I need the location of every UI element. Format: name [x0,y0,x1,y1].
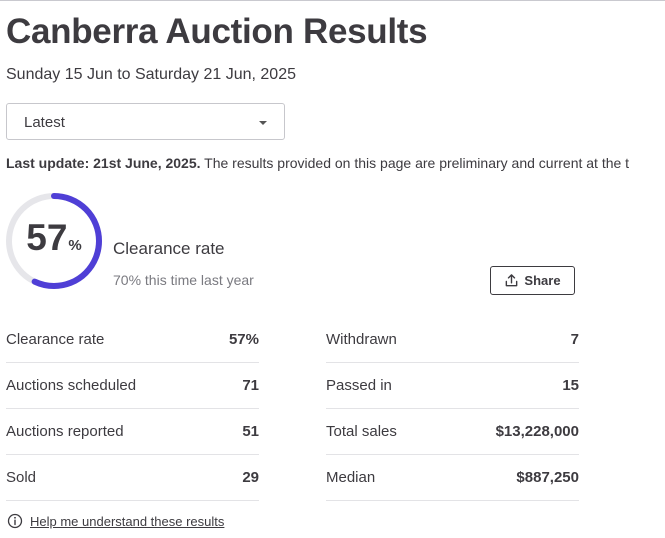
stat-label: Auctions reported [6,423,124,440]
stat-value: 15 [562,377,579,394]
stat-label: Clearance rate [6,331,105,348]
help-link[interactable]: Help me understand these results [7,513,224,529]
help-link-label: Help me understand these results [30,513,225,529]
stat-value: 7 [570,331,579,348]
last-update-note: Last update: 21st June, 2025. The result… [6,155,665,171]
top-divider [0,0,665,1]
period-select[interactable]: Latest [6,103,285,140]
period-select-value: Latest [24,114,65,131]
stat-label: Withdrawn [326,331,397,348]
clearance-rate-last-year: 70% this time last year [113,272,254,288]
stat-row: Passed in 15 [326,363,579,409]
stat-value: $13,228,000 [495,423,579,440]
stats-column-right: Withdrawn 7 Passed in 15 Total sales $13… [326,317,579,501]
share-button[interactable]: Share [490,266,575,295]
share-button-label: Share [524,273,561,288]
stat-value: 29 [242,469,259,486]
stat-label: Passed in [326,377,392,394]
clearance-rate-value: 57% [5,216,103,268]
share-upload-icon [506,274,518,287]
stat-row: Clearance rate 57% [6,317,259,363]
info-icon [7,513,23,529]
last-update-date: Last update: 21st June, 2025. [6,155,201,171]
stat-row: Median $887,250 [326,455,579,501]
stats-column-left: Clearance rate 57% Auctions scheduled 71… [6,317,259,501]
stat-value: 71 [242,377,259,394]
stat-label: Total sales [326,423,397,440]
date-range: Sunday 15 Jun to Saturday 21 Jun, 2025 [6,66,296,83]
clearance-rate-unit: % [68,237,82,254]
stat-value: $887,250 [516,469,579,486]
stat-row: Auctions reported 51 [6,409,259,455]
stat-label: Median [326,469,376,486]
stat-row: Auctions scheduled 71 [6,363,259,409]
stat-row: Withdrawn 7 [326,317,579,363]
stat-value: 57% [228,331,259,348]
clearance-rate-number: 57 [26,217,68,258]
chevron-down-icon [259,121,267,125]
stat-label: Sold [6,469,37,486]
stat-value: 51 [242,423,259,440]
stat-row: Total sales $13,228,000 [326,409,579,455]
clearance-rate-label: Clearance rate [113,239,225,258]
stat-label: Auctions scheduled [6,377,137,394]
page-title: Canberra Auction Results [6,12,428,51]
clearance-rate-ring [6,193,102,289]
stat-row: Sold 29 [6,455,259,501]
clearance-ring-progress [6,193,102,289]
last-update-text: The results provided on this page are pr… [200,155,630,171]
